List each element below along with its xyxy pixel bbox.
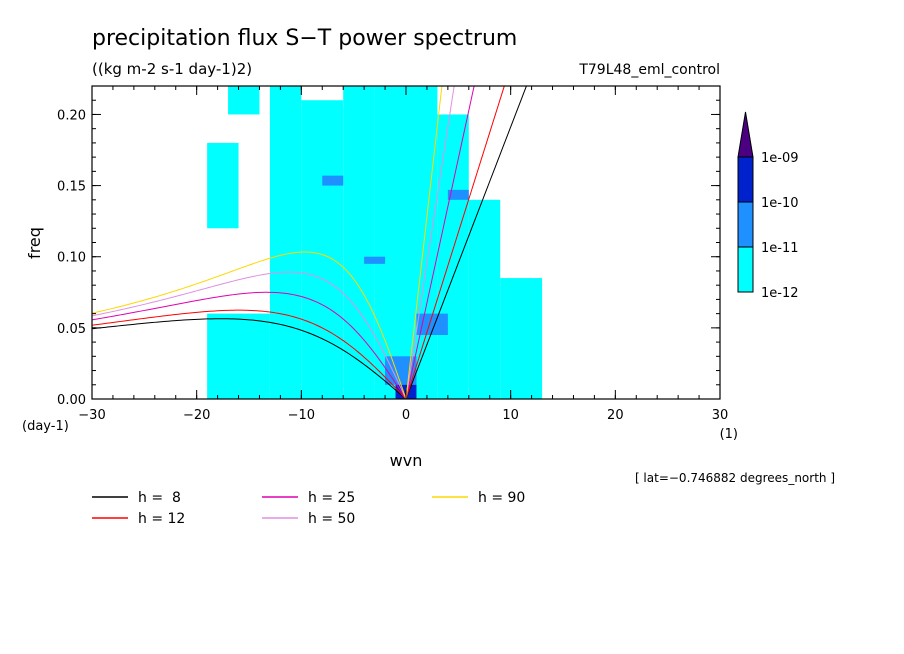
contour-region [301, 100, 344, 399]
x-tick-label: 10 [502, 408, 519, 423]
contour-region [322, 175, 344, 186]
y-axis-label: freq [25, 227, 44, 259]
x-axis-label: wvn [390, 451, 423, 470]
contour-region [207, 142, 239, 229]
rossby-curve [92, 251, 407, 399]
contour-region [269, 86, 302, 399]
colorbar-segment [737, 156, 754, 203]
colorbar-label: 1e-10 [761, 196, 799, 211]
legend-label: h = 50 [308, 511, 355, 527]
colorbar-label: 1e-09 [761, 151, 799, 166]
rossby-curve [92, 271, 407, 399]
y-tick-label: 0.00 [57, 393, 86, 408]
x-tick-label: 0 [402, 408, 410, 423]
kelvin-curve [405, 86, 505, 399]
contour-region [207, 313, 270, 399]
contour-region [416, 313, 448, 335]
x-tick-label: −30 [78, 408, 105, 423]
legend-label: h = 90 [478, 490, 525, 506]
dataset-label: T79L48_eml_control [578, 62, 720, 78]
colorbar-label: 1e-12 [761, 286, 799, 301]
x-tick-label: −20 [183, 408, 210, 423]
y-tick-label: 0.05 [57, 322, 86, 337]
rossby-curve [92, 309, 407, 399]
dispersion-curves [92, 86, 527, 399]
contour-region [228, 86, 260, 115]
curve-legend: h = 8 h = 12 h = 25 h = 50 h = 90 [92, 490, 525, 527]
legend-label: h = 25 [308, 490, 355, 506]
spectrum-contours [207, 86, 543, 399]
contour-region [447, 189, 469, 200]
colorbar-segment [737, 246, 754, 293]
rossby-curve [92, 318, 407, 399]
y-unit-label: (day-1) [22, 419, 69, 434]
legend-label: h = 8 [138, 490, 181, 506]
contour-region [374, 86, 406, 399]
latitude-annotation: [ lat=−0.746882 degrees_north ] [635, 471, 835, 485]
contour-region [406, 86, 438, 399]
y-tick-label: 0.15 [57, 180, 86, 195]
x-tick-label: −10 [288, 408, 315, 423]
rossby-curve [92, 291, 407, 399]
chart-subtitle: ((kg m-2 s-1 day-1)2) [92, 60, 252, 78]
contour-region [364, 256, 386, 264]
contour-region [437, 114, 469, 399]
x-unit-label: (1) [720, 427, 738, 442]
y-tick-label: 0.10 [57, 251, 86, 266]
y-tick-label: 0.20 [57, 108, 86, 123]
colorbar-label: 1e-11 [761, 241, 799, 256]
axis-ticks: −30 −20 −10 0 10 20 30 0.00 0.05 0.10 0.15 0.20 [57, 85, 729, 423]
kelvin-curve [405, 86, 527, 399]
contour-region [468, 199, 501, 399]
colorbar-segment [737, 201, 754, 248]
legend-label: h = 12 [138, 511, 185, 527]
kelvin-curve [405, 86, 475, 399]
chart-title: precipitation flux S−T power spectrum [92, 26, 517, 51]
contour-region [500, 278, 543, 399]
contour-region [385, 356, 417, 385]
colorbar-arrow [737, 111, 754, 158]
x-tick-label: 20 [607, 408, 624, 423]
x-tick-label: 30 [712, 408, 729, 423]
colorbar: 1e-12 1e-11 1e-10 1e-09 [737, 111, 799, 301]
